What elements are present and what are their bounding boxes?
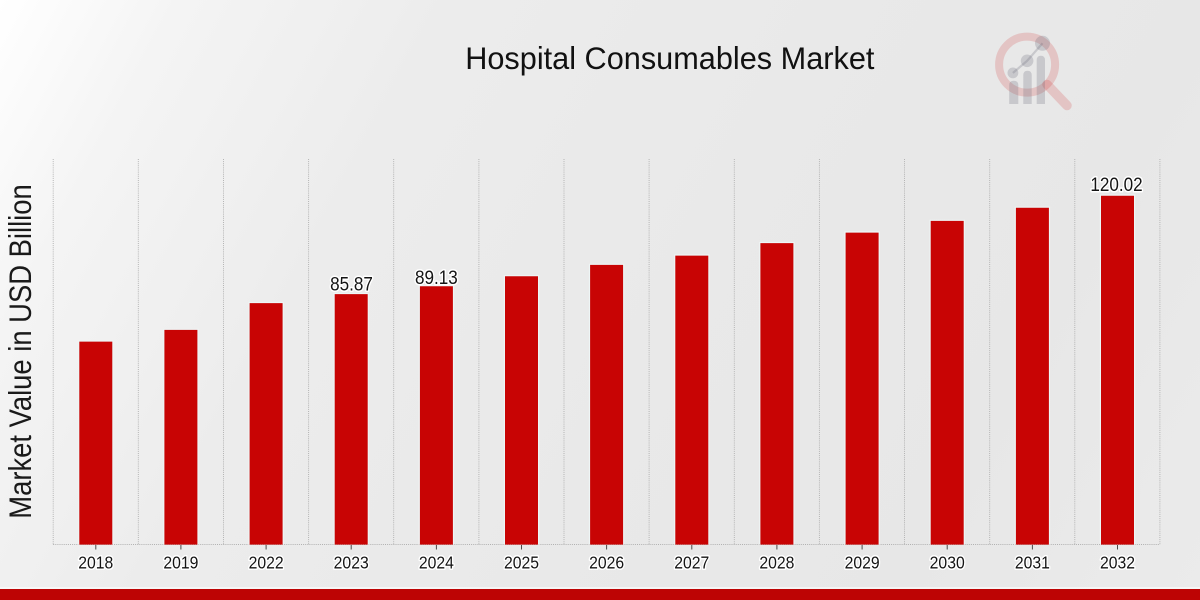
svg-text:2029: 2029 — [845, 552, 880, 572]
svg-text:120.02: 120.02 — [1090, 174, 1142, 195]
svg-text:2030: 2030 — [930, 552, 965, 572]
svg-text:2019: 2019 — [163, 552, 198, 572]
svg-text:2024: 2024 — [419, 552, 454, 572]
svg-text:2027: 2027 — [674, 552, 709, 572]
svg-text:2031: 2031 — [1015, 552, 1050, 572]
svg-text:2026: 2026 — [589, 552, 624, 572]
svg-text:85.87: 85.87 — [330, 274, 373, 295]
svg-text:2022: 2022 — [249, 552, 284, 572]
svg-text:2028: 2028 — [759, 552, 794, 572]
svg-text:2025: 2025 — [504, 552, 539, 572]
svg-text:Market Value in USD Billion: Market Value in USD Billion — [3, 184, 38, 518]
svg-text:2032: 2032 — [1100, 552, 1135, 572]
svg-text:2023: 2023 — [334, 552, 369, 572]
svg-text:2018: 2018 — [78, 552, 113, 572]
svg-text:89.13: 89.13 — [415, 267, 458, 288]
svg-text:Hospital Consumables Market: Hospital Consumables Market — [465, 40, 875, 76]
